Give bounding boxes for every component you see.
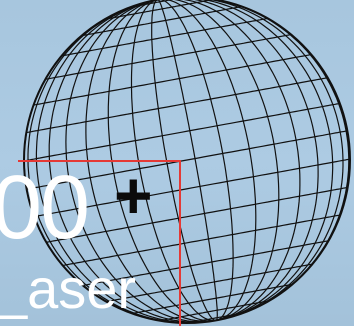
globe-grid-line xyxy=(157,0,319,321)
globe-grid-line xyxy=(81,5,243,37)
globe-grid-line xyxy=(26,130,348,190)
count-text: 00 xyxy=(0,158,90,258)
globe-grid-line xyxy=(82,240,329,286)
globe-grid-line xyxy=(104,0,215,20)
plus-sign: + xyxy=(114,158,153,232)
globe-grid-line xyxy=(106,263,313,303)
globe-grid-line xyxy=(24,102,340,162)
label-text: _aser xyxy=(0,257,137,320)
globe-grid-line xyxy=(159,300,270,322)
globe-grid-line xyxy=(34,158,350,218)
globe-grid-line xyxy=(26,77,328,134)
globe-grid-line xyxy=(61,17,268,57)
globe-grid-line xyxy=(45,34,292,80)
globe-grid-line xyxy=(62,214,341,266)
globe-grid-line xyxy=(46,186,348,243)
globe-grid-line xyxy=(33,54,312,106)
globe-grid-line xyxy=(131,283,293,315)
red-bracket-line xyxy=(18,160,181,326)
